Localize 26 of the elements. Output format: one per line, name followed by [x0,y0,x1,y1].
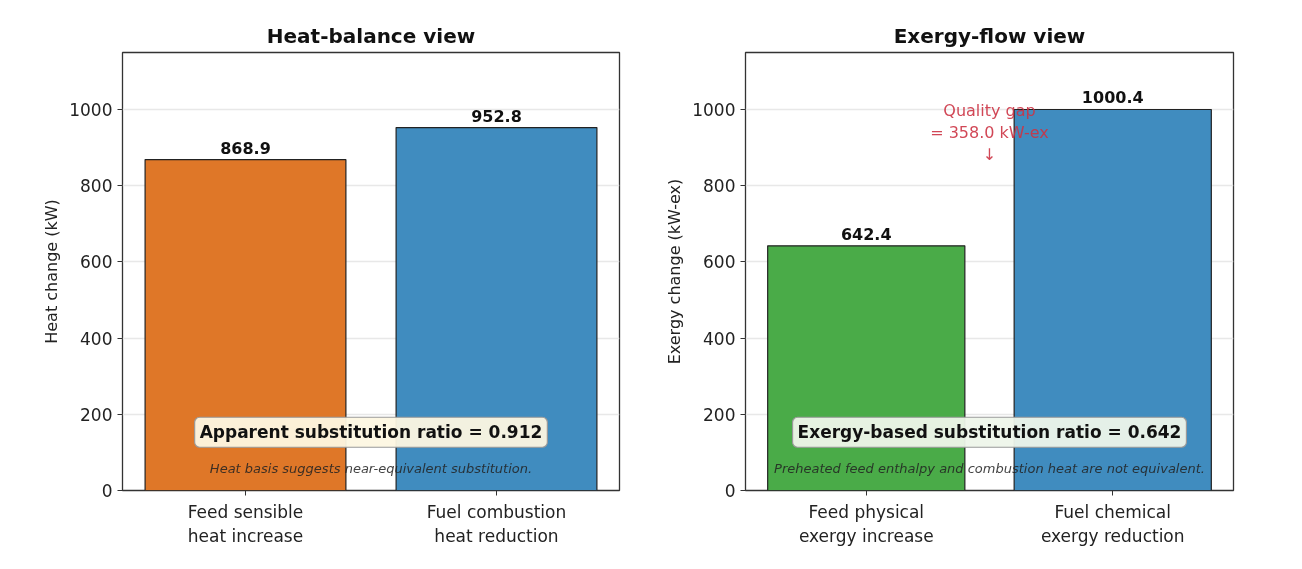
chart-title: Exergy-flow view [893,23,1086,48]
y-tick-label: 400 [80,328,113,349]
annotation: Apparent substitution ratio = 0.912 [199,422,543,443]
y-tick-label: 0 [101,481,113,501]
y-tick-label: 600 [703,252,736,273]
data-label: 952.8 [471,106,522,126]
y-tick-label: 800 [80,176,113,197]
data-label: 1000.4 [1081,88,1144,108]
data-label: 868.9 [220,138,271,158]
y-tick-label: 800 [703,176,736,197]
y-tick-label: 1000 [69,100,113,121]
y-tick-label: 1000 [692,100,736,121]
y-axis-title: Exergy change (kW-ex) [665,178,685,365]
y-axis-title: Heat change (kW) [42,199,62,344]
y-tick-label: 600 [80,252,113,273]
x-tick-label: Fuel chemical exergy reduction [1040,501,1185,546]
y-tick-label: 400 [703,328,736,349]
data-label: 642.4 [840,224,892,244]
y-tick-label: 0 [724,481,736,501]
x-tick-label: Fuel combustion heat reduction [426,501,567,546]
x-tick-label: Feed physical exergy increase [798,501,934,546]
chart-title: Heat-balance view [266,23,476,48]
y-tick-label: 200 [80,404,113,425]
annotation: Exergy-based substitution ratio = 0.642 [797,422,1182,443]
y-tick-label: 200 [703,404,736,425]
x-tick-label: Feed sensible heat increase [187,501,304,546]
